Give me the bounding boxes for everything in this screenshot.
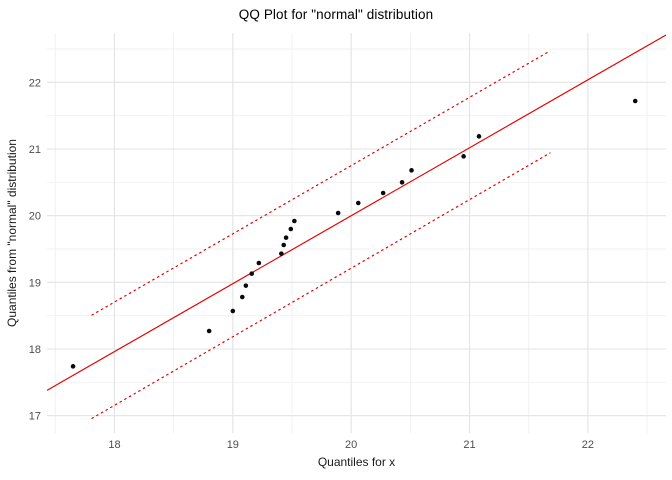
y-tick-label: 17 — [29, 411, 41, 423]
x-tick-label: 20 — [345, 439, 357, 451]
data-point — [355, 200, 361, 206]
data-point — [335, 210, 341, 216]
data-point — [292, 218, 297, 224]
data-point — [288, 226, 294, 232]
x-axis-label: Quantiles for x — [317, 455, 396, 469]
data-point — [206, 328, 212, 334]
data-point — [256, 260, 262, 266]
data-point — [461, 154, 466, 159]
data-point — [249, 271, 255, 276]
y-tick-label: 20 — [29, 211, 41, 223]
data-point — [476, 134, 482, 139]
data-point — [230, 308, 236, 314]
data-point — [399, 180, 405, 185]
y-tick-label: 18 — [29, 344, 41, 356]
data-point — [243, 283, 249, 288]
y-tick-label: 22 — [29, 77, 41, 89]
x-tick-label: 22 — [582, 439, 594, 451]
data-point — [239, 294, 245, 300]
data-point — [283, 235, 289, 240]
x-tick-label: 19 — [227, 439, 239, 451]
x-tick-label: 21 — [463, 439, 475, 451]
data-point — [409, 168, 414, 173]
y-tick-label: 21 — [29, 144, 41, 156]
x-tick-label: 18 — [108, 439, 120, 451]
data-point — [279, 251, 284, 256]
data-point — [70, 364, 76, 369]
data-point — [632, 98, 638, 104]
y-tick-label: 19 — [29, 277, 41, 289]
confidence-band-upper — [91, 51, 549, 316]
data-point — [281, 242, 287, 248]
panel-background — [47, 33, 666, 433]
confidence-band-lower — [91, 152, 551, 419]
data-point — [380, 190, 386, 196]
reference-line — [46, 34, 667, 391]
plot-title: QQ Plot for "normal" distribution — [238, 7, 434, 22]
